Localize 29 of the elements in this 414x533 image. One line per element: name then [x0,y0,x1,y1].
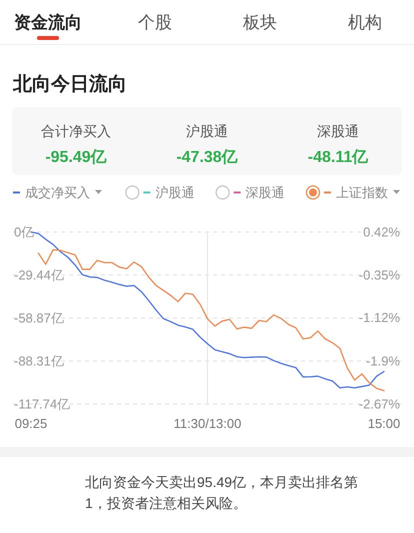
chart-title: 北向今日流向 [12,73,127,95]
x-tick-label: 11:30/13:00 [174,416,242,431]
legend-label: 沪股通 [155,185,194,200]
text: 沪股通 [186,123,228,139]
y2-tick-label: -2.67% [358,396,400,412]
legend-label: 成交净买入 [25,185,90,200]
text: 深股通 [317,123,359,139]
y2-tick-label: 0.42% [363,224,400,240]
legend-label: 上证指数 [336,185,388,200]
y-tick-label: 0亿 [14,224,34,240]
y-tick-label: -88.31亿 [14,354,64,369]
y-tick-label: -117.74亿 [14,396,70,412]
text: -95.49亿 [45,148,108,166]
y2-tick-label: -1.12% [358,310,400,326]
y2-tick-label: -1.9% [366,354,400,369]
text: 合计净买入 [41,123,111,139]
legend-label: 深股通 [246,185,285,200]
x-tick-label: 15:00 [368,416,400,431]
x-tick-label: 09:25 [14,416,48,431]
y2-tick-label: -0.35% [358,267,400,282]
y-tick-label: -29.44亿 [14,268,64,283]
y-tick-label: -58.87亿 [14,310,64,326]
text: -47.38亿 [176,148,239,166]
text: 板块 [242,13,277,32]
text: -48.11亿 [308,148,370,166]
text: 资金流向 [14,13,82,32]
text: 北向资金今天卖出95.49亿，本月卖出排名第1，投资者注意相关风险。 [85,474,358,511]
text: 个股 [138,13,172,32]
text: 机构 [348,13,382,32]
